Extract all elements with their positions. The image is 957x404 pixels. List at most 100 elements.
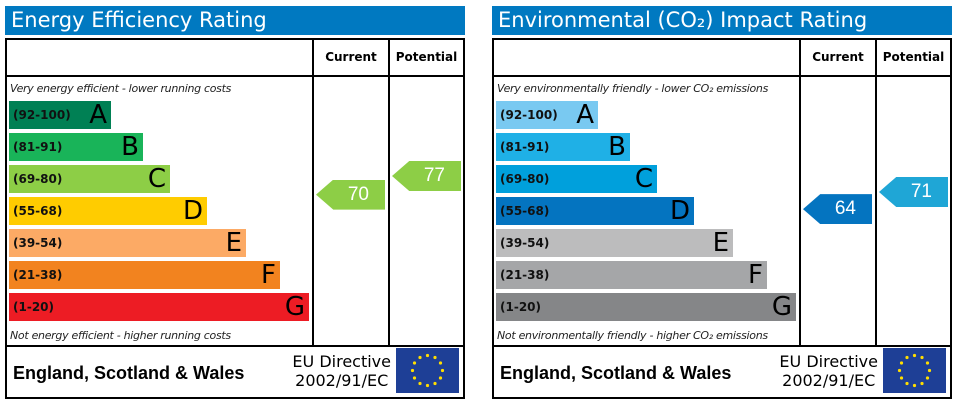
eu-star [912, 383, 917, 388]
band-letter: F [261, 260, 276, 290]
band-range: (81-91) [13, 140, 63, 154]
footer-divider [494, 345, 950, 347]
band-range: (92-100) [13, 108, 71, 122]
current-rating-arrow: 64 [803, 194, 872, 225]
band-letter: D [669, 196, 690, 226]
band-range: (1-20) [500, 300, 541, 314]
band-range: (1-20) [13, 300, 54, 314]
eu-star [438, 361, 443, 365]
eu-star [925, 361, 930, 365]
header-divider [494, 75, 950, 77]
band-g: (1-20) G [9, 293, 309, 321]
current-rating-arrow: 70 [316, 179, 385, 210]
directive-line2: 2002/91/EC [782, 371, 876, 390]
eu-star [905, 381, 909, 386]
eu-star [899, 361, 904, 365]
band-letter: C [634, 164, 653, 194]
band-d: (55-68) D [496, 197, 694, 225]
directive-line2: 2002/91/EC [295, 371, 389, 390]
band-letter: A [576, 100, 594, 130]
eu-star [899, 376, 904, 380]
eu-star [438, 376, 443, 380]
eu-star [433, 355, 437, 360]
potential-rating-arrow: 71 [879, 177, 948, 207]
eu-flag-icon [883, 348, 946, 393]
column-divider [799, 40, 801, 347]
eu-star [440, 368, 445, 373]
band-c: (69-80) C [9, 165, 170, 193]
band-b: (81-91) B [496, 133, 630, 161]
band-letter: F [748, 260, 763, 290]
band-letter: E [712, 228, 729, 258]
band-range: (81-91) [500, 140, 550, 154]
energy-efficiency-panel: Energy Efficiency Rating Current Potenti… [5, 6, 465, 399]
eu-star [912, 353, 917, 358]
eu-star [925, 376, 930, 380]
band-a: (92-100) A [9, 101, 111, 129]
band-g: (1-20) G [496, 293, 796, 321]
band-f: (21-38) F [9, 261, 280, 289]
panel-title: Energy Efficiency Rating [5, 6, 465, 35]
bottom-note: Not energy efficient - higher running co… [10, 329, 231, 342]
band-range: (21-38) [500, 268, 550, 282]
band-b: (81-91) B [9, 133, 143, 161]
band-letter: C [147, 164, 166, 194]
bottom-note: Not environmentally friendly - higher CO… [497, 329, 768, 342]
directive-line1: EU Directive [292, 352, 391, 371]
band-e: (39-54) E [9, 229, 246, 257]
eu-star [410, 368, 415, 373]
band-range: (69-80) [13, 172, 63, 186]
eu-star [425, 353, 430, 358]
band-letter: B [608, 132, 626, 162]
eu-directive: EU Directive 2002/91/EC [779, 352, 878, 390]
eu-star [412, 361, 417, 365]
current-column-header: Current [325, 50, 377, 64]
column-divider [875, 40, 877, 347]
rating-table: Current Potential Very environmentally f… [492, 38, 952, 399]
band-range: (55-68) [500, 204, 550, 218]
panel-title: Environmental (CO₂) Impact Rating [492, 6, 952, 35]
footer-divider [7, 345, 463, 347]
band-letter: G [771, 292, 792, 322]
band-letter: D [182, 196, 203, 226]
band-a: (92-100) A [496, 101, 598, 129]
band-letter: E [225, 228, 242, 258]
eu-directive: EU Directive 2002/91/EC [292, 352, 391, 390]
column-divider [388, 40, 390, 347]
eu-star [425, 383, 430, 388]
header-divider [7, 75, 463, 77]
band-letter: G [284, 292, 305, 322]
environmental-impact-panel: Environmental (CO₂) Impact Rating Curren… [492, 6, 952, 399]
potential-column-header: Potential [882, 50, 945, 64]
column-divider [312, 40, 314, 347]
band-range: (21-38) [13, 268, 63, 282]
band-range: (92-100) [500, 108, 558, 122]
band-range: (55-68) [13, 204, 63, 218]
eu-star [418, 381, 422, 386]
band-f: (21-38) F [496, 261, 767, 289]
band-letter: A [89, 100, 107, 130]
region-label: England, Scotland & Wales [13, 363, 245, 383]
eu-star [412, 376, 417, 380]
eu-star [418, 355, 422, 360]
band-e: (39-54) E [496, 229, 733, 257]
current-column-header: Current [812, 50, 864, 64]
top-note: Very energy efficient - lower running co… [10, 82, 232, 95]
directive-line1: EU Directive [779, 352, 878, 371]
potential-rating-arrow: 77 [392, 161, 461, 191]
eu-star [927, 368, 932, 373]
eu-star [920, 381, 924, 386]
potential-column-header: Potential [395, 50, 458, 64]
rating-table: Current Potential Very energy efficient … [5, 38, 465, 399]
band-range: (69-80) [500, 172, 550, 186]
eu-star [433, 381, 437, 386]
eu-flag-icon [396, 348, 459, 393]
top-note: Very environmentally friendly - lower CO… [497, 82, 769, 95]
band-c: (69-80) C [496, 165, 657, 193]
band-letter: B [121, 132, 139, 162]
band-range: (39-54) [13, 236, 63, 250]
eu-star [920, 355, 924, 360]
eu-star [897, 368, 902, 373]
eu-star [905, 355, 909, 360]
region-label: England, Scotland & Wales [500, 363, 732, 383]
